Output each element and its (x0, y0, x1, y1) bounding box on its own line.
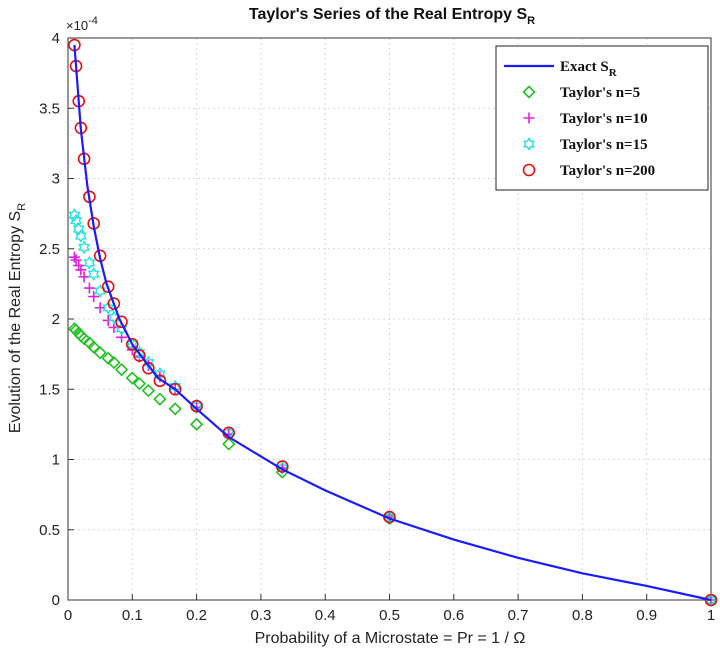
data-point (168, 382, 182, 396)
x-tick-label: 0.1 (122, 607, 143, 624)
data-point (704, 593, 718, 607)
legend-label: Exact SR (560, 59, 618, 79)
x-tick-label: 0.7 (508, 607, 529, 624)
data-point (132, 376, 147, 391)
legend-label: Taylor's n=200 (560, 163, 655, 179)
data-point (78, 271, 90, 283)
data-point (169, 379, 182, 394)
data-point (93, 346, 107, 360)
data-point (75, 264, 87, 276)
grid-lines (67, 37, 712, 601)
series-2 (68, 251, 717, 606)
data-point (83, 282, 95, 294)
data-point (83, 255, 96, 270)
y-tick-label: 0.5 (39, 522, 60, 539)
data-point (68, 208, 81, 222)
y-axis-title: Evolution of the Real Entropy SR (7, 203, 28, 433)
data-point (168, 402, 182, 416)
x-tick-label: 0.9 (636, 607, 657, 624)
data-point (153, 374, 167, 388)
y-tick-label: 0 (52, 592, 60, 609)
legend-marker (523, 112, 535, 124)
y-tick-label: 4 (52, 30, 60, 47)
data-point (107, 355, 121, 370)
data-point (107, 297, 121, 310)
legend-entry: Exact SR (504, 59, 618, 79)
data-point (222, 437, 236, 451)
series-3 (68, 208, 717, 607)
series-0 (73, 44, 712, 602)
exact-entropy-line (73, 44, 712, 602)
y-tick-label: 3.5 (39, 100, 60, 117)
legend-marker (522, 163, 536, 177)
data-point (94, 284, 107, 298)
x-axis-title: Probability of a Microstate = Pr = 1 / Ω (255, 630, 526, 647)
legend-label: Taylor's n=15 (560, 137, 648, 153)
legend-entry: Taylor's n=5 (522, 85, 640, 101)
series-1 (67, 322, 718, 607)
y-tick-label: 2 (52, 311, 60, 328)
data-point (126, 337, 139, 351)
x-tick-label: 0 (64, 607, 72, 624)
x-tick-label: 1 (707, 607, 715, 624)
x-tick-label: 0.4 (315, 607, 336, 624)
legend-entry: Taylor's n=10 (523, 111, 648, 127)
data-point (142, 361, 155, 375)
data-point (87, 267, 100, 281)
legend-entry: Taylor's n=15 (523, 137, 648, 153)
y-axis-ticks: 0 0.5 1 1.5 2 2.5 3 3.5 4 (39, 30, 74, 609)
legend: Exact SR Taylor's n=5 Taylor's n=10 Taylor'… (495, 45, 709, 191)
legend-label: Taylor's n=10 (560, 111, 648, 127)
data-point (114, 362, 129, 377)
data-point (101, 280, 115, 293)
data-point (153, 392, 167, 406)
x-tick-label: 0.6 (443, 607, 464, 624)
y-tick-label: 3 (52, 171, 60, 188)
chart-title: Taylor's Series of the Real Entropy SR (249, 6, 535, 27)
x-tick-label: 0.3 (250, 607, 271, 624)
data-point (101, 351, 115, 365)
data-point (88, 291, 100, 303)
data-point (70, 254, 82, 266)
legend-entry: Taylor's n=200 (522, 163, 655, 179)
y-exponent-label: ×10-4 (66, 15, 98, 33)
y-tick-label: 1 (52, 452, 60, 469)
data-point (78, 240, 90, 255)
data-point (125, 371, 139, 385)
x-tick-label: 0.8 (572, 607, 593, 624)
y-tick-label: 2.5 (39, 241, 60, 258)
legend-marker (522, 85, 536, 99)
data-point (68, 251, 80, 263)
x-tick-label: 0.2 (186, 607, 207, 624)
x-tick-label: 0.5 (379, 607, 400, 624)
data-point (115, 315, 128, 329)
data-point (102, 300, 115, 315)
data-point (115, 322, 128, 336)
legend-label: Taylor's n=5 (560, 85, 640, 101)
data-point (141, 384, 156, 398)
data-point (74, 229, 87, 243)
y-tick-label: 1.5 (39, 381, 60, 398)
data-point (189, 417, 204, 432)
legend-marker (523, 137, 535, 151)
x-axis-ticks: 0 0.1 0.2 0.3 0.4 0.5 0.6 0.7 0.8 0.9 1 (64, 594, 715, 624)
data-point (94, 302, 106, 314)
data-point (133, 349, 146, 362)
data-series (67, 38, 718, 607)
data-point (72, 222, 85, 236)
data-point (190, 399, 203, 413)
